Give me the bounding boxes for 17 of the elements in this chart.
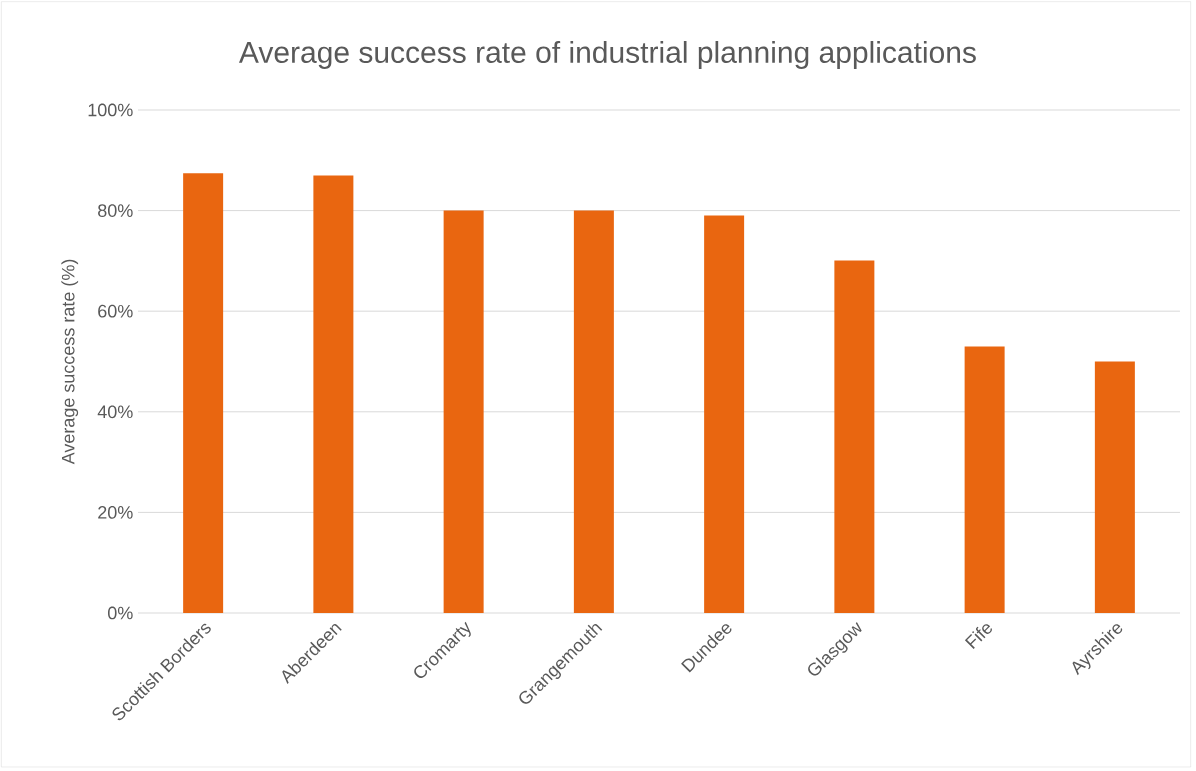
bar bbox=[443, 210, 484, 613]
y-tick-label: 100% bbox=[88, 103, 133, 117]
bar bbox=[704, 215, 745, 613]
y-tick-label: 60% bbox=[98, 304, 133, 318]
y-tick-label: 0% bbox=[107, 606, 133, 620]
bar bbox=[183, 173, 224, 613]
y-tick-label: 80% bbox=[98, 204, 133, 217]
y-axis-title: Average success rate (%) bbox=[61, 259, 79, 465]
chart-title: Average success rate of industrial planning applications bbox=[238, 41, 976, 69]
bar bbox=[1094, 361, 1135, 613]
y-tick-label: 20% bbox=[98, 506, 133, 519]
bar bbox=[313, 175, 354, 613]
bar bbox=[573, 210, 614, 613]
bar bbox=[834, 260, 875, 613]
bar bbox=[964, 346, 1005, 613]
x-tick-label: Fife bbox=[964, 624, 992, 650]
y-tick-label: 40% bbox=[97, 405, 133, 419]
